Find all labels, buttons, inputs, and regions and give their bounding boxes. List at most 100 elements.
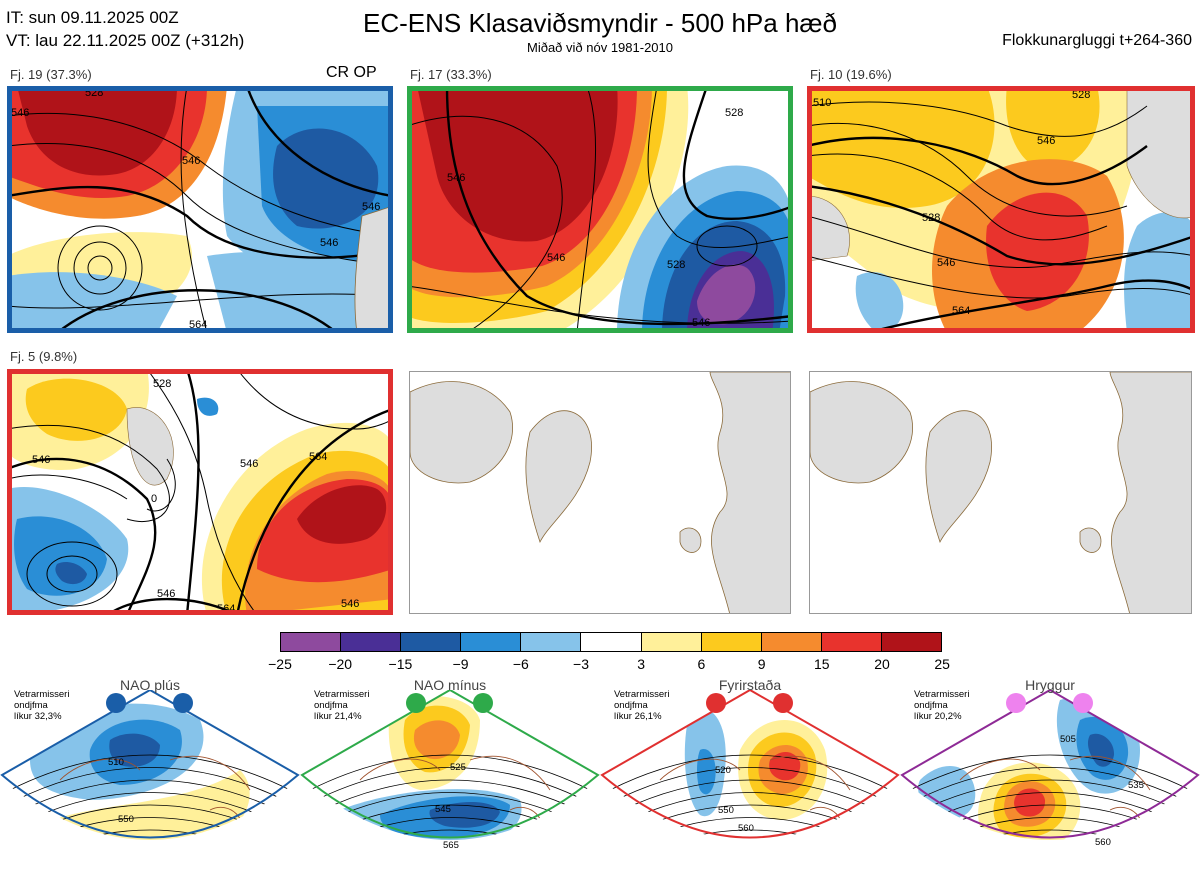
regime-note-line: Vetrarmisseri: [314, 689, 370, 700]
cluster-map-4: 546 528 564 546 546 564 546 0: [7, 369, 393, 615]
colorbar-tick-label: −25: [268, 656, 292, 672]
init-time: IT: sun 09.11.2025 00Z: [6, 8, 179, 27]
regime-contour-label: 535: [1128, 780, 1144, 791]
colorbar-swatch: [340, 633, 401, 651]
colorbar-tick-label: −15: [388, 656, 413, 672]
contour-label: 546: [32, 454, 50, 466]
contour-label: 546: [447, 172, 465, 184]
colorbar-tick-label: 20: [874, 656, 890, 672]
cluster-frame-1: [7, 86, 393, 333]
contour-label: 528: [153, 378, 171, 390]
colorbar-swatch: [640, 633, 701, 651]
regime-centre-dot: [1006, 693, 1026, 713]
operational-tag: CR OP: [326, 64, 377, 81]
contour-label: 546: [692, 317, 710, 329]
contour-label: 546: [240, 458, 258, 470]
cluster-frame-4: [7, 369, 393, 615]
regime-map-4: 505 535 560: [900, 690, 1200, 871]
regime-centre-dot: [1073, 693, 1093, 713]
regime-contour-label: 560: [738, 823, 754, 834]
colorbar-ticks: −25 −20 −15 −9 −6 −3 3 6 9 15 20 25: [260, 656, 962, 676]
regime-probability-note: Vetrarmisseri ondjfma líkur 32,3%: [14, 689, 69, 722]
cluster-map-1: 546 546 546 546 564 528: [7, 86, 393, 333]
regime-centre-dot: [706, 693, 726, 713]
contour-label: 564: [952, 305, 970, 317]
regime-contour-label: 505: [1060, 734, 1076, 745]
regime-centre-dot: [106, 693, 126, 713]
valid-time: VT: lau 22.11.2025 00Z (+312h): [6, 31, 245, 50]
regime-title: Fyrirstaða: [718, 677, 782, 693]
regime-note-line: líkur 32,3%: [14, 711, 62, 722]
contour-label: 528: [725, 107, 743, 119]
regime-probability-note: Vetrarmisseri ondjfma líkur 20,2%: [914, 689, 969, 722]
regime-note-line: ondjfma: [914, 700, 948, 711]
regime-map-3: 520 550 560: [600, 690, 900, 871]
empty-map-5: [409, 371, 791, 614]
colorbar-tick-label: 15: [814, 656, 830, 672]
page-title: EC-ENS Klasaviðsmyndir - 500 hPa hæð: [363, 8, 837, 38]
contour-label: 546: [11, 107, 29, 119]
regime-contour-label: 550: [118, 814, 134, 825]
contour-label: 546: [182, 155, 200, 167]
cluster-map-3: 510 528 546 528 546 564: [807, 86, 1195, 333]
colorbar-swatch: [700, 633, 761, 651]
regime-contour-label: 565: [443, 840, 459, 851]
regime-title: NAO mínus: [413, 677, 487, 693]
contour-label: 0: [151, 493, 157, 505]
colorbar-tick-label: −9: [452, 656, 469, 672]
page-subtitle: Miðað við nóv 1981-2010: [527, 40, 673, 55]
classification-window: Flokkunargluggi t+264-360: [1002, 32, 1192, 49]
regime-centre-dot: [173, 693, 193, 713]
cluster-map-2: 546 546 528 528 546: [407, 86, 793, 333]
contour-label: 510: [813, 97, 831, 109]
empty-map-6: [809, 371, 1192, 614]
regime-title: NAO plús: [120, 677, 180, 693]
panel-label-3: Fj. 10 (19.6%): [810, 67, 892, 82]
colorbar-tick-label: 3: [637, 656, 646, 672]
colorbar-swatch: [281, 633, 341, 651]
regime-note-line: Vetrarmisseri: [614, 689, 670, 700]
regime-map-2: 525 545 565: [300, 690, 600, 871]
cluster-frame-2: [407, 86, 793, 333]
panel-label-2: Fj. 17 (33.3%): [410, 67, 492, 82]
colorbar-tick-label: −3: [573, 656, 589, 672]
regime-note-line: Vetrarmisseri: [14, 689, 70, 700]
regime-contour-label: 525: [450, 762, 466, 773]
regime-contour-label: 550: [718, 805, 734, 816]
contour-label: 528: [667, 259, 685, 271]
contour-label: 546: [320, 237, 338, 249]
regime-note-line: ondjfma: [14, 700, 48, 711]
regime-centre-dot: [773, 693, 793, 713]
regime-note-line: líkur 26,1%: [614, 711, 662, 722]
colorbar-tick-label: −20: [328, 656, 353, 672]
colorbar-tick-label: 9: [757, 656, 766, 672]
regime-note-line: ondjfma: [614, 700, 648, 711]
regime-note-line: Vetrarmisseri: [914, 689, 970, 700]
regime-title: Hryggur: [1025, 677, 1075, 693]
colorbar-tick-label: 6: [697, 656, 706, 672]
run-info: IT: sun 09.11.2025 00Z VT: lau 22.11.202…: [6, 6, 244, 52]
panel-label-1: Fj. 19 (37.3%): [10, 67, 92, 82]
contour-label: 564: [309, 451, 327, 463]
regime-probability-note: Vetrarmisseri ondjfma líkur 26,1%: [614, 689, 669, 722]
colorbar-swatch: [400, 633, 461, 651]
contour-label: 528: [922, 212, 940, 224]
colorbar-swatch: [880, 633, 942, 651]
contour-label: 546: [937, 257, 955, 269]
regime-map-1: 510 550: [0, 690, 300, 871]
regime-contour-label: 545: [435, 804, 451, 815]
regime-centre-dot: [406, 693, 426, 713]
colorbar-swatch: [820, 633, 881, 651]
regime-contour-label: 520: [715, 765, 731, 776]
contour-label: 528: [1072, 89, 1090, 101]
colorbar-tick-label: −6: [512, 656, 529, 672]
contour-label: 546: [362, 201, 380, 213]
colorbar-swatch: [460, 633, 521, 651]
regime-contour-label: 510: [108, 757, 124, 768]
colorbar-swatch: [760, 633, 821, 651]
regime-probability-note: Vetrarmisseri ondjfma líkur 21,4%: [314, 689, 369, 722]
colorbar: [280, 632, 942, 652]
colorbar-swatch: [520, 633, 581, 651]
contour-label: 546: [1037, 135, 1055, 147]
regime-note-line: líkur 20,2%: [914, 711, 962, 722]
